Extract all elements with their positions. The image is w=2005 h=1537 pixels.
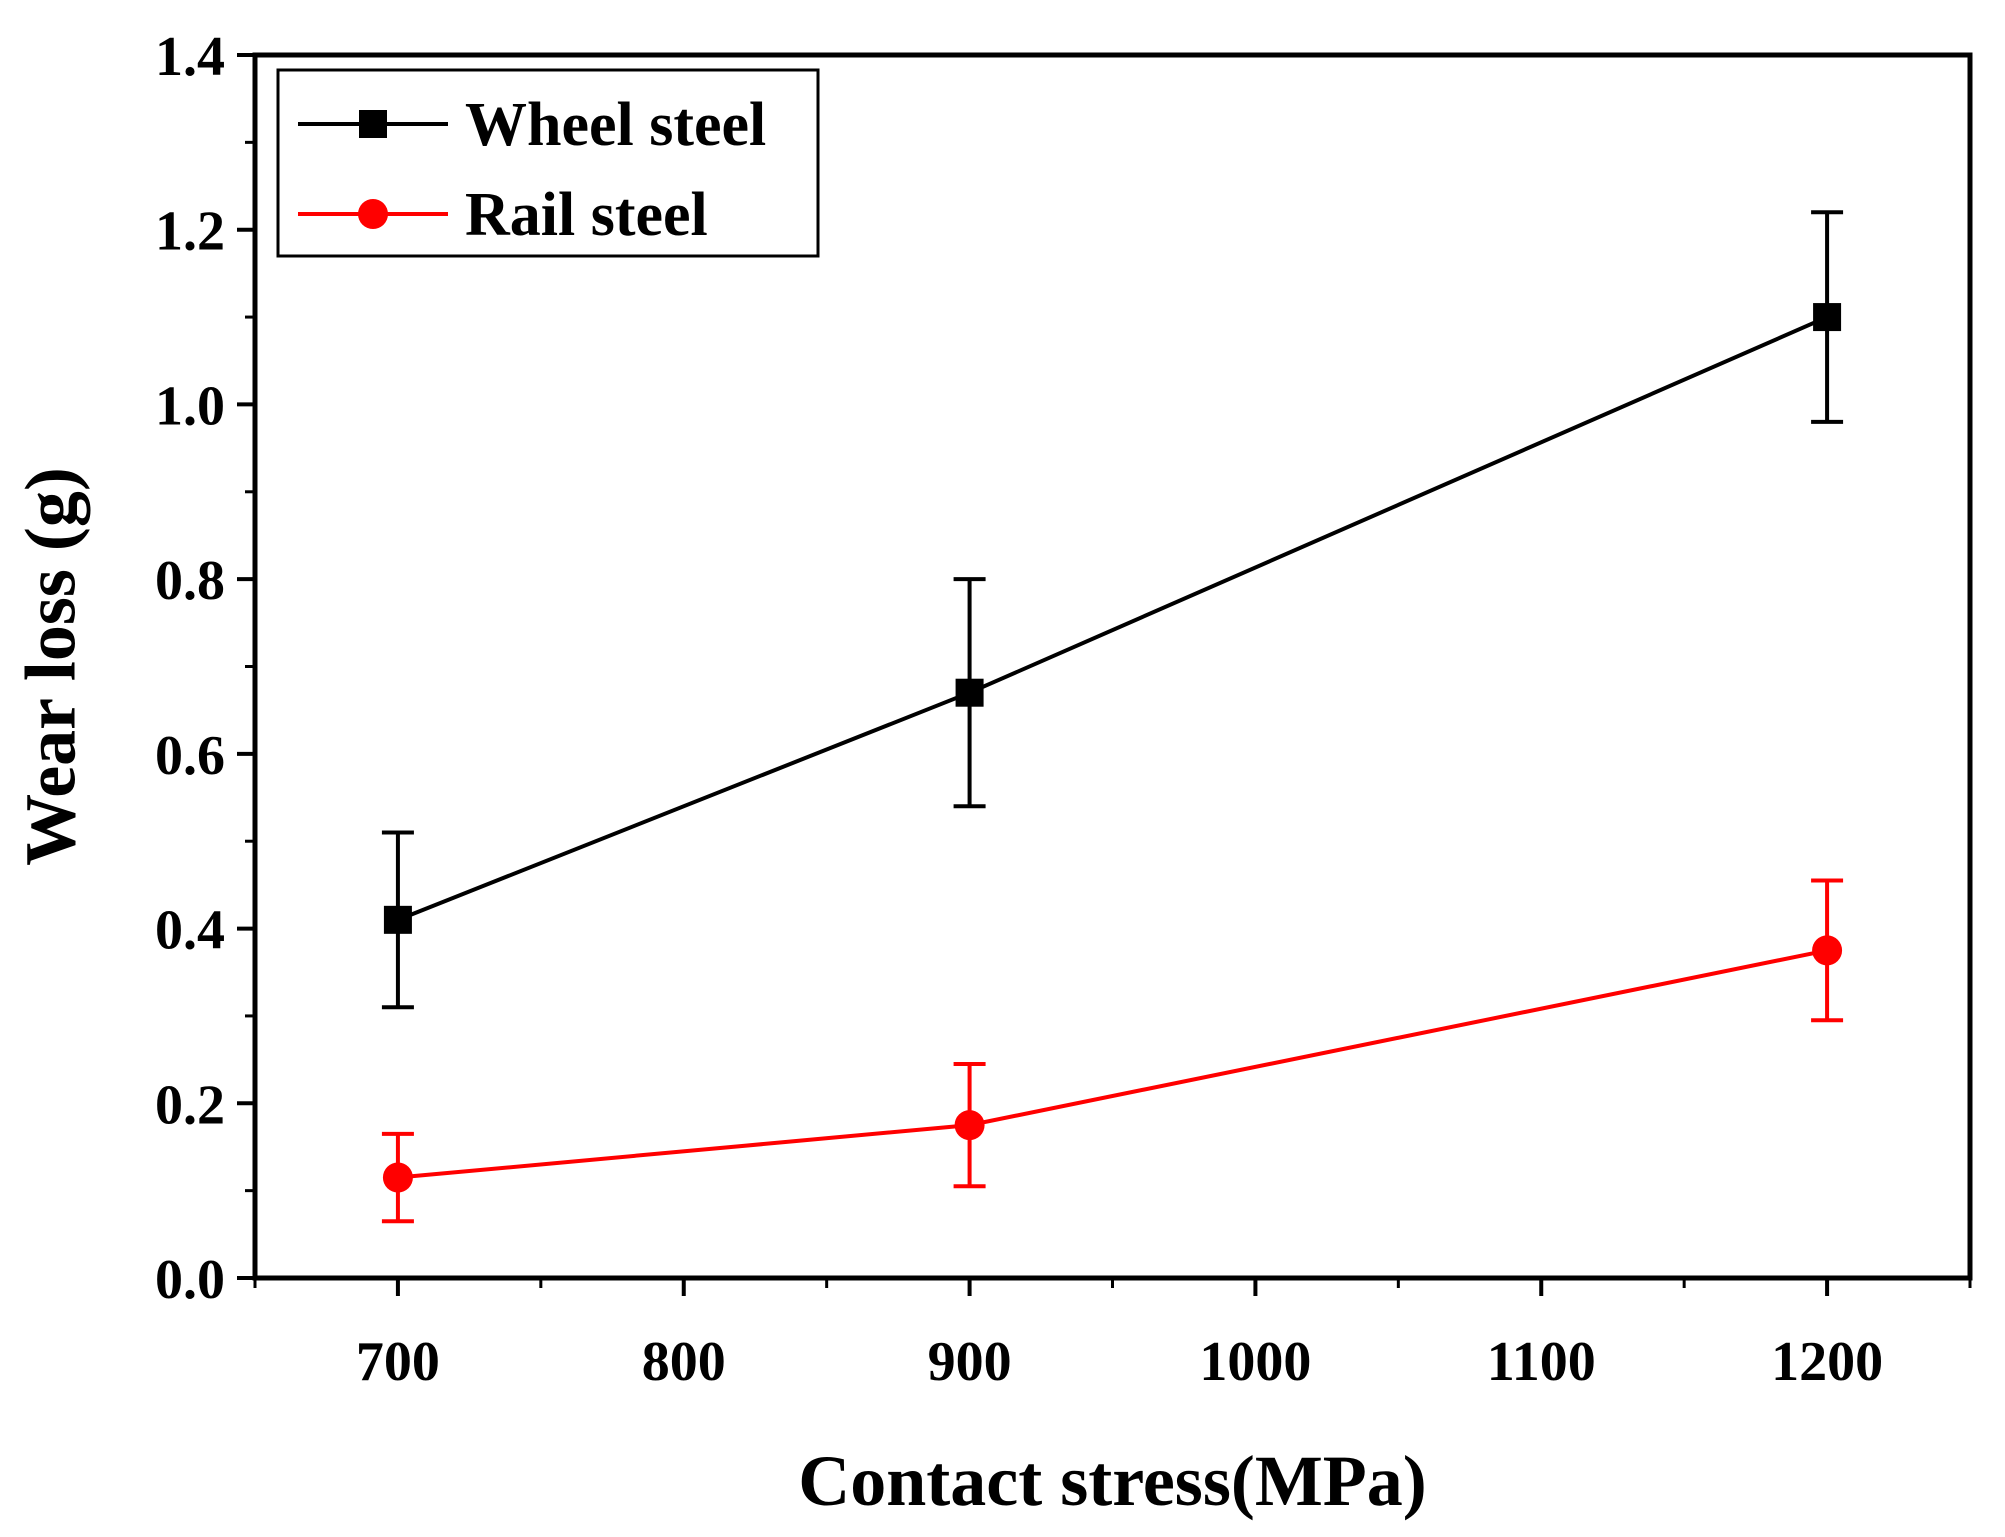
y-axis-title: Wear loss (g) [11, 467, 91, 866]
y-tick-label: 0.2 [155, 1074, 225, 1136]
y-tick-label: 0.8 [155, 550, 225, 612]
x-tick-label: 1100 [1487, 1331, 1596, 1393]
y-tick-label: 1.4 [155, 26, 225, 88]
x-tick-label: 700 [356, 1331, 440, 1393]
legend-item-1: Rail steel [298, 181, 708, 249]
series-line [397, 948, 1828, 1180]
legend-item-0: Wheel steel [298, 91, 766, 159]
data-point [382, 1162, 413, 1193]
data-point [954, 1110, 985, 1141]
data-point [1813, 303, 1842, 332]
x-tick-label: 1200 [1771, 1331, 1883, 1393]
data-point [955, 678, 984, 707]
plot-frame [252, 52, 1973, 1281]
legend-items: Wheel steel Rail steel [298, 91, 766, 249]
y-tick-label: 1.0 [155, 375, 225, 437]
series-1 [381, 878, 1844, 1224]
x-tick-label: 800 [642, 1331, 726, 1393]
y-tick-label: 0.6 [155, 725, 225, 787]
legend: Wheel steel Rail steel [276, 68, 820, 258]
data-point [1812, 935, 1843, 966]
legend-marker [359, 110, 387, 138]
x-tick-label: 1000 [1199, 1331, 1311, 1393]
y-tick-label: 1.2 [155, 201, 225, 263]
data-point [383, 905, 412, 934]
series-line [397, 315, 1828, 922]
x-axis-title: Contact stress(MPa) [798, 1441, 1427, 1521]
y-tick-label: 0.0 [155, 1249, 225, 1311]
legend-marker [358, 199, 388, 229]
x-tick-label: 900 [928, 1331, 1012, 1393]
series-0 [381, 210, 1844, 1010]
series-layer [381, 210, 1844, 1224]
y-tick-label: 0.4 [155, 900, 225, 962]
legend-label: Rail steel [465, 181, 708, 249]
legend-label: Wheel steel [465, 91, 766, 159]
tick-layer: 700 800 900 1000 1100 1200 0.0 0.2 0.4 0.6 0.8 1.0 1… [155, 26, 1972, 1393]
